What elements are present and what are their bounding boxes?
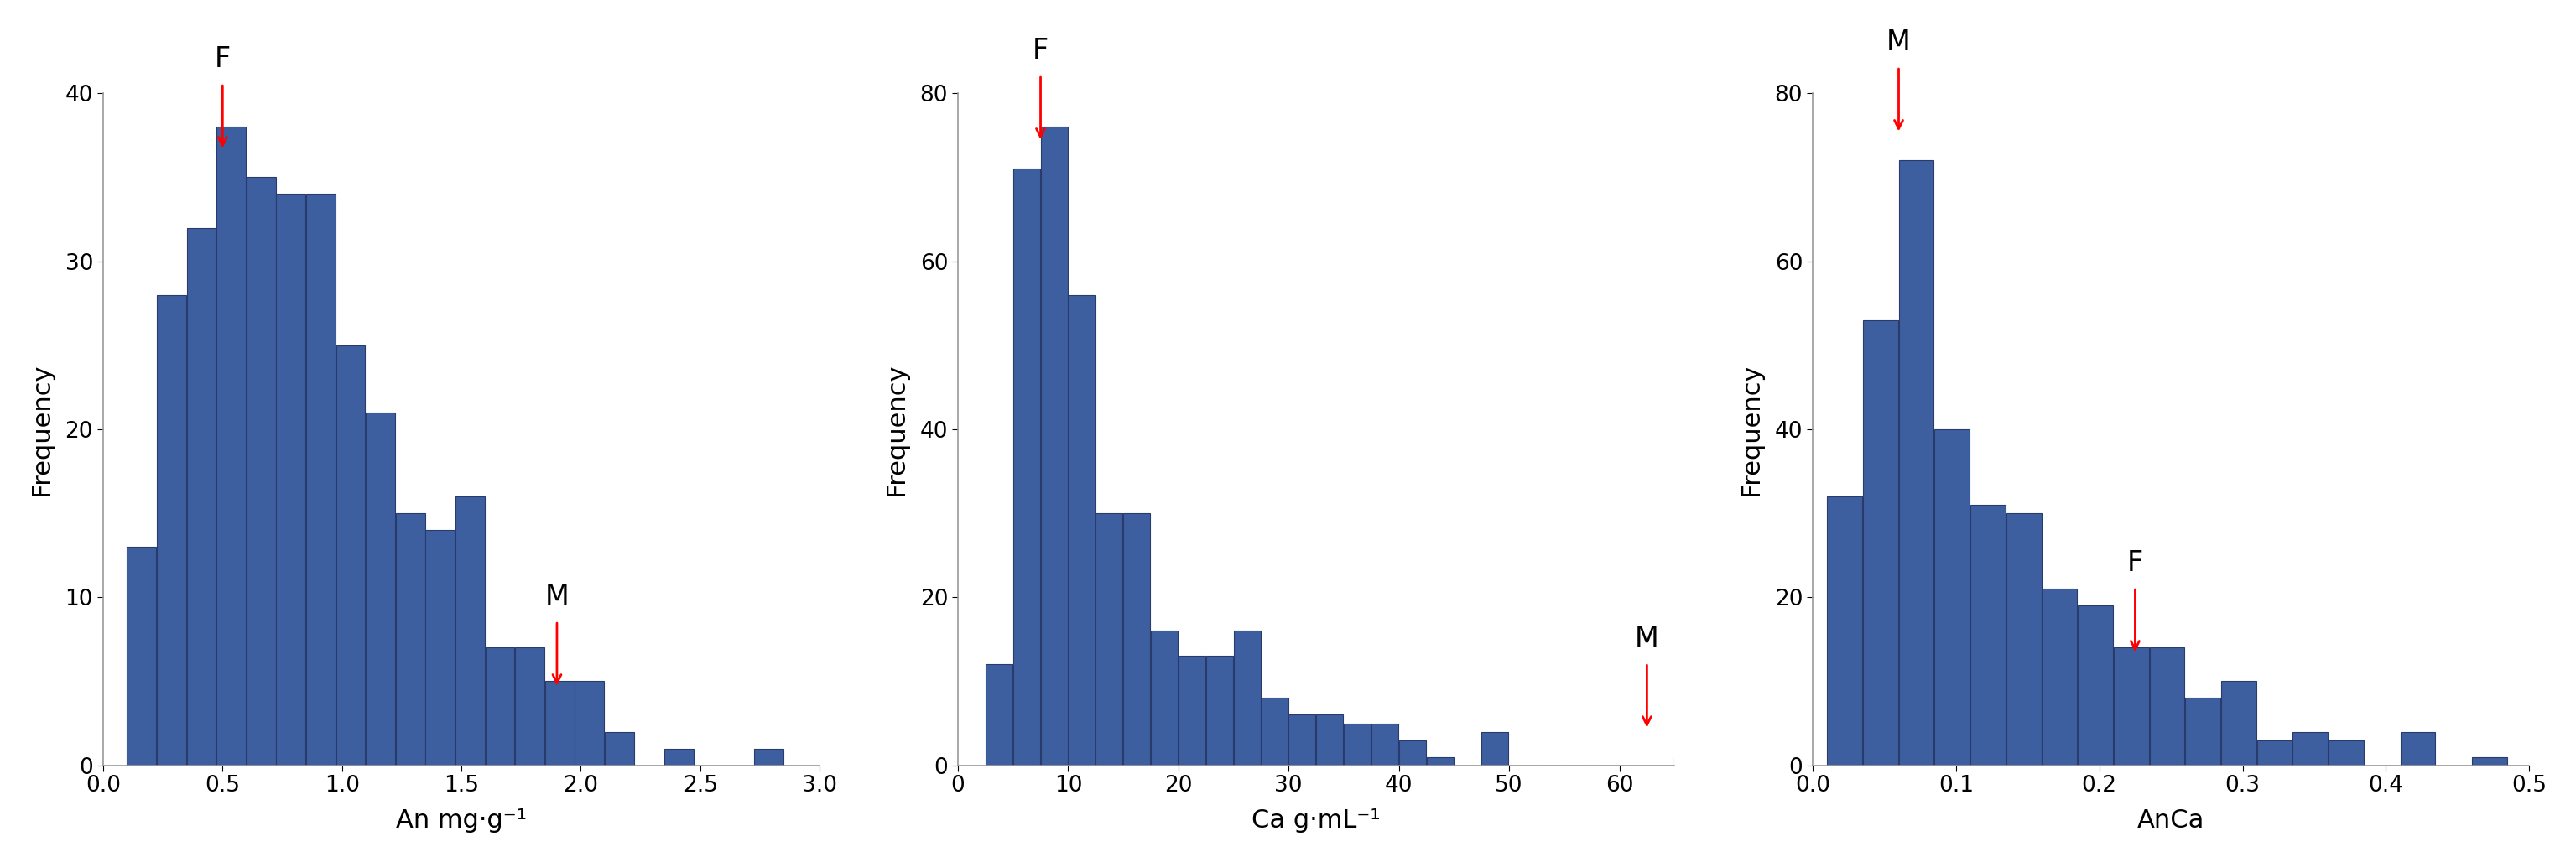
- Bar: [1288, 715, 1316, 765]
- Bar: [2115, 647, 2148, 765]
- Bar: [2473, 757, 2506, 765]
- Bar: [185, 228, 216, 765]
- Bar: [126, 547, 157, 765]
- Bar: [987, 665, 1012, 765]
- Bar: [2007, 513, 2040, 765]
- Bar: [1399, 740, 1427, 765]
- Bar: [1826, 497, 1862, 765]
- Bar: [247, 178, 276, 765]
- Bar: [1316, 715, 1342, 765]
- Bar: [2401, 732, 2434, 765]
- Bar: [2148, 647, 2184, 765]
- Bar: [1095, 513, 1123, 765]
- Bar: [605, 732, 634, 765]
- Bar: [1935, 429, 1971, 765]
- Y-axis label: Frequency: Frequency: [884, 363, 909, 496]
- X-axis label: AnCa: AnCa: [2138, 809, 2205, 833]
- Bar: [546, 681, 574, 765]
- Text: F: F: [214, 46, 232, 73]
- Bar: [307, 194, 335, 765]
- Bar: [1041, 127, 1066, 765]
- Bar: [2543, 757, 2576, 765]
- Y-axis label: Frequency: Frequency: [28, 363, 54, 496]
- Bar: [755, 748, 783, 765]
- Bar: [2221, 681, 2257, 765]
- Bar: [2293, 732, 2329, 765]
- Bar: [366, 412, 394, 765]
- Bar: [1427, 757, 1453, 765]
- Bar: [1674, 757, 1703, 765]
- Bar: [2257, 740, 2293, 765]
- Bar: [335, 346, 366, 765]
- Bar: [2079, 606, 2112, 765]
- Bar: [2329, 740, 2365, 765]
- Text: M: M: [1886, 28, 1911, 56]
- Y-axis label: Frequency: Frequency: [1739, 363, 1762, 496]
- Text: F: F: [1033, 37, 1048, 65]
- X-axis label: An mg·g⁻¹: An mg·g⁻¹: [397, 809, 528, 833]
- Bar: [1262, 698, 1288, 765]
- Bar: [1151, 631, 1177, 765]
- Bar: [157, 295, 185, 765]
- Text: F: F: [2128, 549, 2143, 577]
- Bar: [276, 194, 307, 765]
- Bar: [1012, 169, 1041, 765]
- Text: M: M: [1636, 625, 1659, 653]
- Bar: [1069, 295, 1095, 765]
- Bar: [1971, 505, 2007, 765]
- Bar: [484, 647, 515, 765]
- Bar: [397, 513, 425, 765]
- Bar: [1899, 160, 1935, 765]
- Bar: [1234, 631, 1260, 765]
- Bar: [2043, 589, 2076, 765]
- Bar: [665, 748, 693, 765]
- Bar: [515, 647, 544, 765]
- Bar: [425, 530, 456, 765]
- X-axis label: Ca g·mL⁻¹: Ca g·mL⁻¹: [1252, 809, 1381, 833]
- Bar: [216, 127, 245, 765]
- Bar: [2184, 698, 2221, 765]
- Bar: [1862, 320, 1899, 765]
- Bar: [456, 497, 484, 765]
- Bar: [574, 681, 605, 765]
- Text: M: M: [546, 583, 569, 610]
- Bar: [1481, 732, 1510, 765]
- Bar: [1345, 723, 1370, 765]
- Bar: [1177, 656, 1206, 765]
- Bar: [1370, 723, 1399, 765]
- Bar: [1206, 656, 1234, 765]
- Bar: [1123, 513, 1151, 765]
